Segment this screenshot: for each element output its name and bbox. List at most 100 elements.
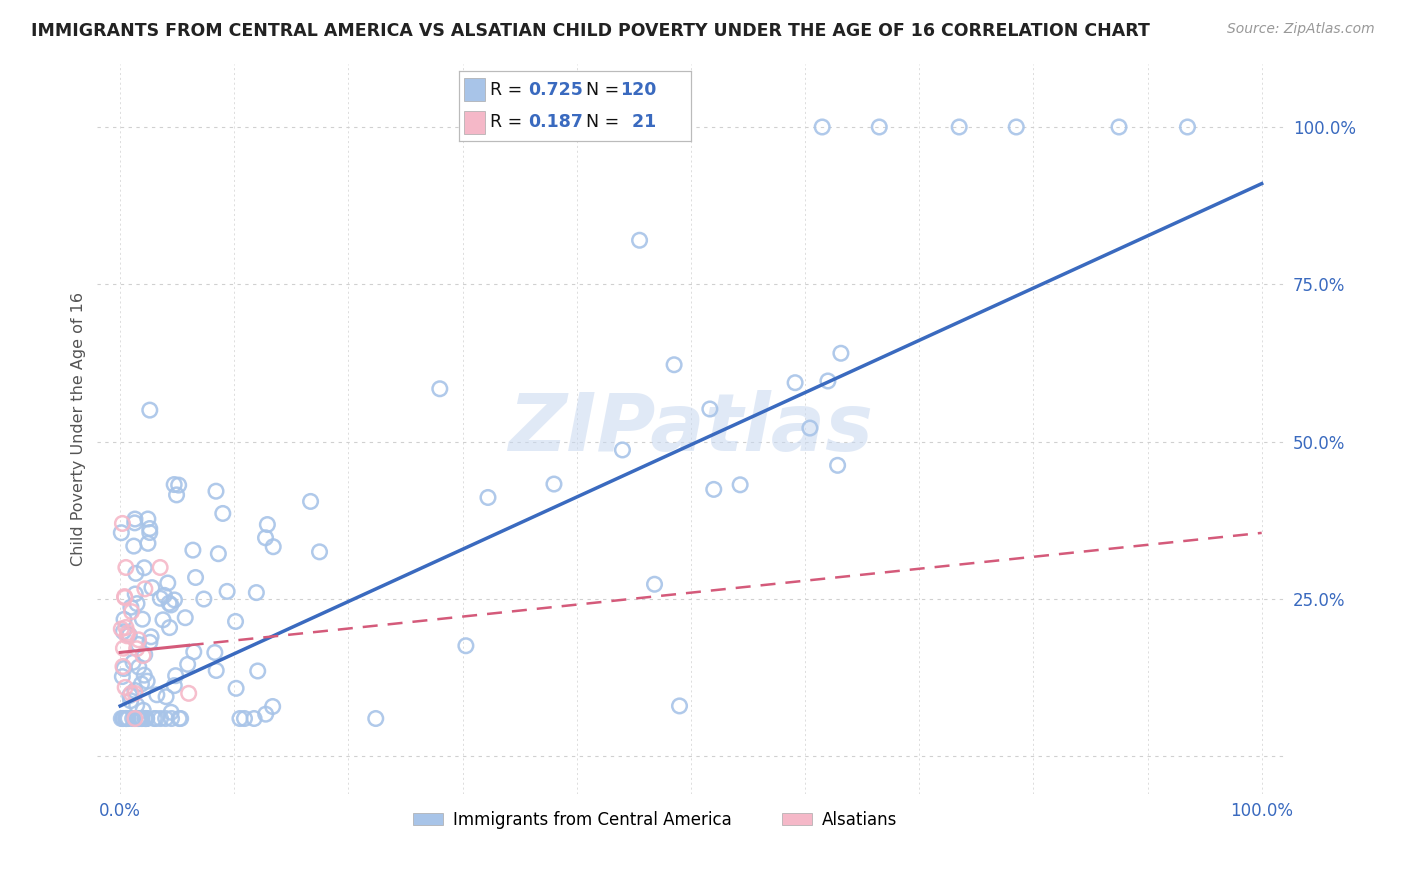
Point — [205, 484, 228, 499]
Point — [477, 491, 499, 505]
Point — [134, 648, 156, 662]
Point — [115, 712, 138, 726]
Point — [211, 507, 233, 521]
Point — [165, 668, 187, 682]
Point — [134, 668, 156, 682]
Point — [181, 543, 204, 558]
Point — [134, 712, 156, 726]
Point — [668, 698, 690, 713]
Point — [134, 560, 156, 574]
Point — [1177, 120, 1199, 134]
Point — [115, 620, 138, 634]
Point — [246, 664, 269, 678]
Point — [256, 517, 278, 532]
Point — [139, 403, 162, 417]
Legend: Immigrants from Central America, Alsatians: Immigrants from Central America, Alsatia… — [406, 804, 904, 835]
Point — [118, 628, 141, 642]
Point — [1108, 120, 1130, 134]
Point — [122, 655, 145, 669]
Point — [115, 629, 138, 643]
Text: ZIPatlas: ZIPatlas — [509, 390, 873, 468]
Point — [110, 712, 132, 726]
Point — [134, 712, 156, 726]
Point — [149, 560, 172, 574]
Point — [817, 374, 839, 388]
Point — [112, 712, 135, 726]
Point — [115, 560, 138, 574]
Point — [243, 712, 266, 726]
Point — [160, 598, 183, 612]
Point — [120, 686, 142, 700]
Point — [159, 621, 181, 635]
Point — [121, 605, 143, 619]
Point — [229, 712, 252, 726]
Point — [169, 712, 191, 726]
Point — [111, 712, 134, 726]
Point — [136, 674, 159, 689]
Point — [112, 661, 135, 675]
Point — [128, 712, 150, 726]
Text: Source: ZipAtlas.com: Source: ZipAtlas.com — [1227, 22, 1375, 37]
Point — [662, 358, 685, 372]
Point — [128, 712, 150, 726]
Point — [124, 587, 146, 601]
Point — [454, 639, 477, 653]
Point — [143, 712, 166, 726]
Point — [163, 477, 186, 491]
Point — [703, 483, 725, 497]
Point — [207, 547, 229, 561]
Point — [127, 712, 149, 726]
Point — [114, 591, 136, 605]
Point — [157, 596, 180, 610]
Point — [125, 698, 148, 713]
Point — [135, 712, 157, 726]
Point — [114, 590, 136, 604]
Point — [167, 478, 190, 492]
Point — [155, 712, 177, 726]
Point — [117, 712, 139, 726]
Point — [225, 681, 247, 696]
Point — [135, 712, 157, 726]
Point — [308, 545, 330, 559]
Y-axis label: Child Poverty Under the Age of 16: Child Poverty Under the Age of 16 — [72, 292, 86, 566]
Point — [193, 592, 215, 607]
Point — [205, 664, 228, 678]
Point — [118, 689, 141, 703]
Point — [124, 516, 146, 530]
Point — [225, 615, 247, 629]
Point — [114, 681, 136, 695]
Point — [183, 645, 205, 659]
Point — [115, 712, 138, 726]
Point — [728, 478, 751, 492]
Point — [167, 712, 190, 726]
Point — [543, 477, 565, 491]
Point — [132, 648, 155, 663]
Point — [799, 421, 821, 435]
Point — [948, 120, 970, 134]
Point — [131, 712, 153, 726]
Point — [145, 712, 167, 726]
Point — [114, 712, 136, 726]
Point — [139, 635, 162, 649]
Point — [139, 630, 162, 644]
Point — [160, 712, 183, 726]
Point — [149, 712, 172, 726]
Point — [785, 376, 807, 390]
Point — [117, 625, 139, 640]
Point — [120, 694, 142, 708]
Point — [125, 566, 148, 581]
Point — [125, 641, 148, 656]
Point — [111, 669, 134, 683]
Point — [628, 233, 651, 247]
Point — [184, 570, 207, 584]
Point — [827, 458, 849, 473]
Point — [134, 582, 156, 596]
Point — [217, 584, 239, 599]
Point — [131, 712, 153, 726]
Point — [149, 591, 172, 606]
Point — [112, 624, 135, 639]
Point — [115, 712, 138, 726]
Point — [122, 539, 145, 553]
Point — [644, 577, 666, 591]
Point — [128, 632, 150, 647]
